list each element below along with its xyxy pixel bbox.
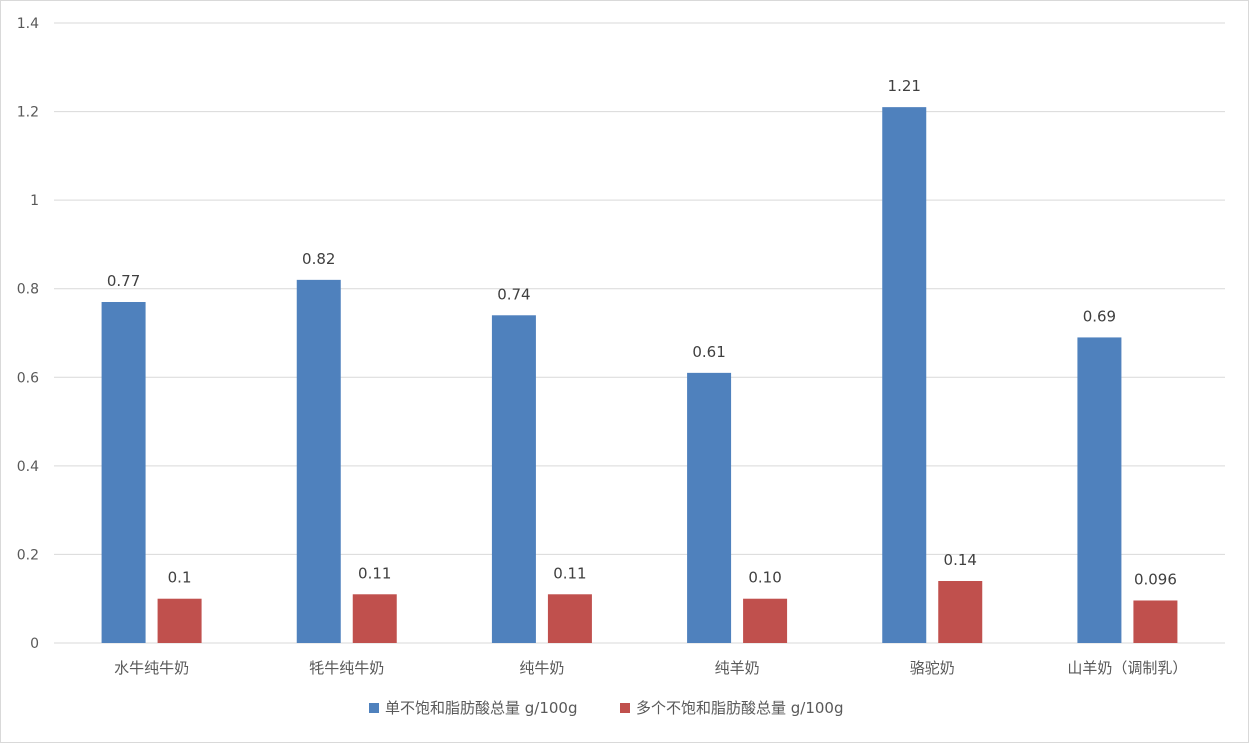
x-category-label: 牦牛纯牛奶: [309, 659, 384, 677]
bar-series-1-cat-2: [547, 594, 592, 643]
y-tick-label: 1.2: [17, 105, 39, 121]
data-label: 0.82: [302, 250, 335, 268]
y-tick-label: 0.6: [17, 370, 39, 386]
x-category-label: 水牛纯牛奶: [114, 659, 189, 677]
data-label: 0.096: [1134, 570, 1177, 588]
y-tick-label: 0.4: [17, 459, 39, 475]
bar-series-0-cat-4: [882, 107, 927, 643]
y-axis-tick-labels: 0 0.2 0.4 0.6 0.8 1 1.2 1.4: [17, 16, 39, 652]
bar-series-1-cat-4: [938, 581, 983, 643]
bar-series-1-cat-1: [352, 594, 397, 643]
data-label: 0.14: [944, 551, 977, 569]
data-label: 0.61: [692, 343, 725, 361]
data-label: 0.10: [748, 569, 781, 587]
bar-series-0-cat-3: [687, 372, 732, 643]
x-category-label: 山羊奶（调制乳）: [1067, 659, 1187, 677]
bar-series-0-cat-1: [296, 279, 341, 643]
bars: [101, 107, 1178, 643]
x-category-label: 纯牛奶: [519, 659, 564, 677]
bar-series-0-cat-5: [1077, 337, 1122, 643]
bar-series-1-cat-5: [1133, 600, 1178, 643]
gridlines: [54, 22, 1225, 644]
y-tick-label: 1.4: [17, 16, 39, 32]
data-label: 0.74: [497, 285, 530, 303]
y-tick-label: 0: [30, 636, 39, 652]
data-labels: 0.77 0.1 0.82 0.11 0.74 0.11 0.61 0.10 1.21 0.14 0…: [107, 77, 1177, 588]
data-label: 0.69: [1083, 307, 1116, 325]
x-axis-category-labels: 水牛纯牛奶 牦牛纯牛奶 纯牛奶 纯羊奶 骆驼奶 山羊奶（调制乳）: [114, 659, 1187, 677]
data-label: 1.21: [888, 77, 921, 95]
legend-label: 单不饱和脂肪酸总量 g/100g: [385, 699, 578, 717]
bar-series-1-cat-3: [743, 598, 788, 643]
x-category-label: 骆驼奶: [910, 659, 955, 677]
bar-series-1-cat-0: [157, 598, 202, 643]
y-tick-label: 0.8: [17, 282, 39, 298]
y-tick-label: 0.2: [17, 547, 39, 563]
data-label: 0.1: [168, 569, 192, 587]
data-label: 0.11: [553, 564, 586, 582]
x-category-label: 纯羊奶: [715, 659, 760, 677]
legend-swatch: [369, 703, 379, 713]
bar-series-0-cat-2: [491, 315, 536, 643]
legend: 单不饱和脂肪酸总量 g/100g 多个不饱和脂肪酸总量 g/100g: [369, 699, 844, 717]
data-label: 0.11: [358, 564, 391, 582]
y-tick-label: 1: [30, 193, 39, 209]
legend-label: 多个不饱和脂肪酸总量 g/100g: [636, 699, 844, 717]
legend-swatch: [620, 703, 630, 713]
bar-series-0-cat-0: [101, 302, 146, 643]
data-label: 0.77: [107, 272, 140, 290]
